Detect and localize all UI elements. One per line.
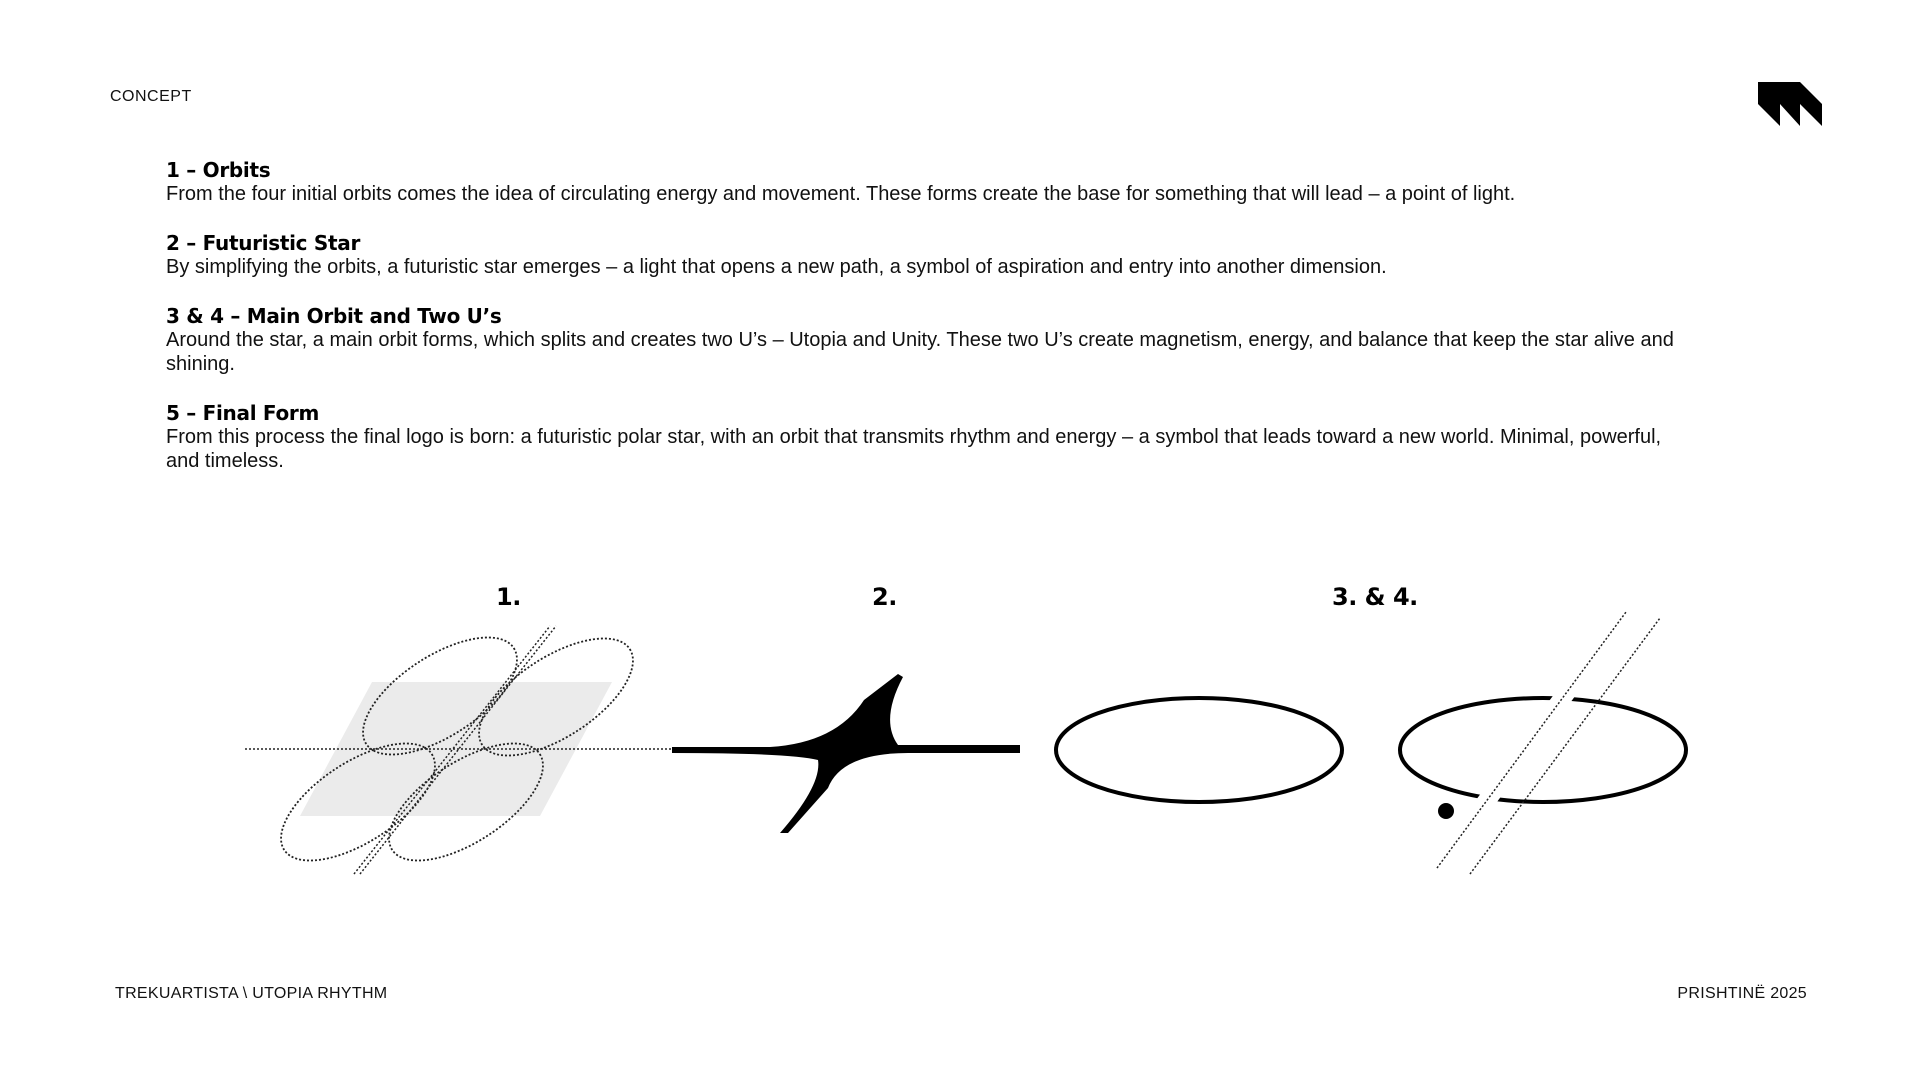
main-orbit-ellipse bbox=[1054, 696, 1344, 804]
footer-title: TREKUARTISTA \ UTOPIA RHYTHM bbox=[115, 985, 388, 1002]
page-section-label: CONCEPT bbox=[110, 88, 192, 105]
orbits-figure bbox=[245, 625, 672, 875]
section-body: Around the star, a main orbit forms, whi… bbox=[166, 329, 1674, 375]
orbit-ellipse bbox=[388, 742, 544, 862]
two-u-figure bbox=[1398, 606, 1688, 875]
section-body: From this process the final logo is born… bbox=[166, 426, 1662, 472]
section-final-form: 5 – Final Form From this process the fin… bbox=[166, 401, 1686, 473]
split-orbit-ellipse bbox=[1398, 696, 1688, 804]
figure-label-1: 1. bbox=[496, 583, 521, 611]
section-futuristic-star: 2 – Futuristic Star By simplifying the o… bbox=[166, 231, 1686, 279]
section-heading: 1 – Orbits bbox=[166, 158, 271, 182]
split-line bbox=[1436, 611, 1627, 869]
futuristic-star-figure bbox=[672, 674, 1020, 833]
star-shape bbox=[672, 674, 1020, 833]
split-line bbox=[1429, 606, 1634, 874]
orbit-ellipse bbox=[478, 637, 634, 757]
diagonal-line bbox=[359, 625, 557, 875]
section-heading: 5 – Final Form bbox=[166, 401, 320, 425]
trekuartista-logo-icon bbox=[1758, 82, 1822, 126]
section-main-orbit: 3 & 4 – Main Orbit and Two U’s Around th… bbox=[166, 304, 1686, 376]
orbit-ellipse bbox=[280, 742, 436, 862]
main-orbit-figure bbox=[1054, 696, 1344, 804]
figure-label-2: 2. bbox=[872, 583, 897, 611]
section-heading: 3 & 4 – Main Orbit and Two U’s bbox=[166, 304, 502, 328]
split-line bbox=[1469, 617, 1661, 875]
diagonal-line bbox=[353, 625, 551, 875]
section-body: From the four initial orbits comes the i… bbox=[166, 183, 1516, 205]
star-point bbox=[1438, 803, 1454, 819]
figure-label-3-4: 3. & 4. bbox=[1332, 583, 1418, 611]
concept-text: 1 – Orbits From the four initial orbits … bbox=[166, 158, 1686, 498]
orbit-shading bbox=[300, 682, 612, 816]
orbit-ellipse bbox=[362, 636, 518, 756]
footer-place-year: PRISHTINË 2025 bbox=[1677, 985, 1807, 1002]
section-body: By simplifying the orbits, a futuristic … bbox=[166, 256, 1387, 278]
section-heading: 2 – Futuristic Star bbox=[166, 231, 361, 255]
section-orbits: 1 – Orbits From the four initial orbits … bbox=[166, 158, 1686, 206]
